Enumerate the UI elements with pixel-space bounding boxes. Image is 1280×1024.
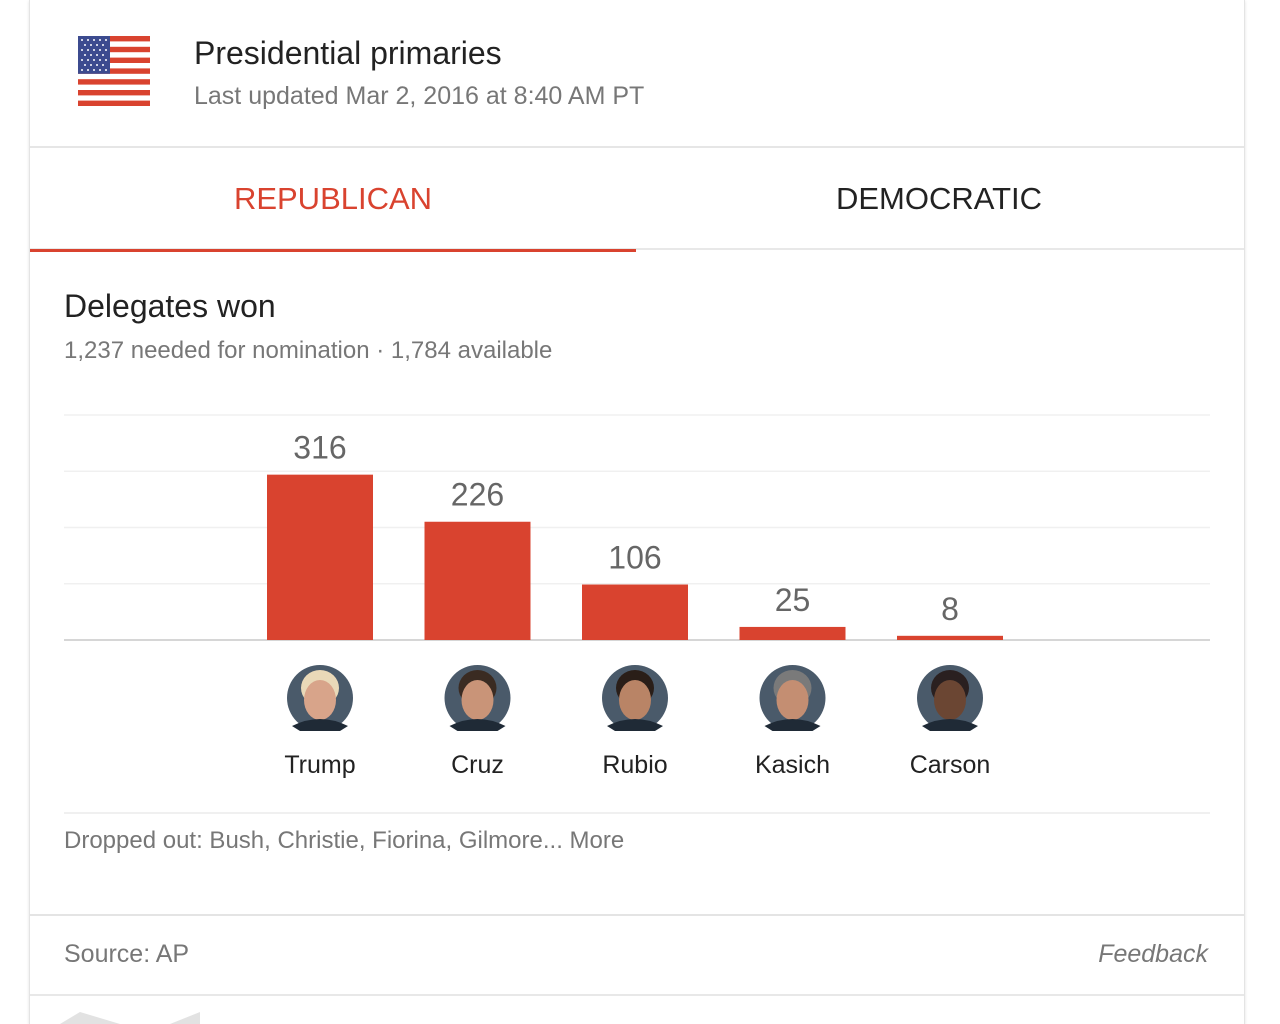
- value-label-carson: 8: [941, 591, 959, 627]
- delegates-bar-chart: 316 Trump 226 Cruz 106 Rubio 25 Kasich 8 Carson: [64, 414, 1210, 814]
- bottom-decoration: [60, 1012, 200, 1024]
- source-label: Source: AP: [64, 940, 190, 968]
- card-header: Presidential primaries Last updated Mar …: [30, 0, 1244, 148]
- value-label-cruz: 226: [451, 477, 504, 513]
- dropped-out: Dropped out: Bush, Christie, Fiorina, Gi…: [64, 827, 624, 855]
- dropped-out-text: Dropped out: Bush, Christie, Fiorina, Gi…: [64, 827, 563, 854]
- feedback-link[interactable]: Feedback: [1098, 940, 1208, 968]
- value-label-rubio: 106: [608, 540, 661, 576]
- bar-rubio: [582, 584, 688, 640]
- last-updated: Last updated Mar 2, 2016 at 8:40 AM PT: [194, 82, 645, 110]
- candidate-label-carson: Carson: [910, 751, 991, 779]
- candidate-label-trump: Trump: [284, 751, 355, 779]
- avatar-trump: [287, 665, 353, 731]
- candidate-label-kasich: Kasich: [755, 751, 830, 779]
- bar-cruz: [424, 521, 531, 640]
- bar-kasich: [739, 626, 846, 640]
- value-label-trump: 316: [293, 430, 346, 466]
- bottom-divider: [30, 994, 1244, 996]
- avatar-carson: [917, 665, 983, 731]
- footer-divider: [30, 914, 1244, 916]
- section-subtitle: 1,237 needed for nomination · 1,784 avai…: [64, 337, 553, 364]
- avatar-cruz: [444, 665, 511, 731]
- value-label-kasich: 25: [775, 582, 811, 618]
- us-flag-icon: [78, 36, 150, 106]
- candidate-label-rubio: Rubio: [602, 751, 667, 779]
- bar-carson: [897, 635, 1003, 640]
- avatar-kasich: [759, 665, 826, 731]
- bar-trump: [267, 474, 373, 640]
- tab-democratic[interactable]: DEMOCRATIC: [835, 181, 1043, 216]
- more-link[interactable]: More: [569, 827, 625, 854]
- section-title: Delegates won: [64, 288, 276, 324]
- primaries-card: Presidential primaries Last updated Mar …: [29, 0, 1245, 1024]
- avatar-rubio: [602, 665, 668, 731]
- party-tabs: REPUBLICAN DEMOCRATIC: [30, 148, 1244, 252]
- card-title: Presidential primaries: [194, 35, 502, 71]
- tab-republican[interactable]: REPUBLICAN: [30, 148, 636, 252]
- candidate-label-cruz: Cruz: [451, 751, 504, 779]
